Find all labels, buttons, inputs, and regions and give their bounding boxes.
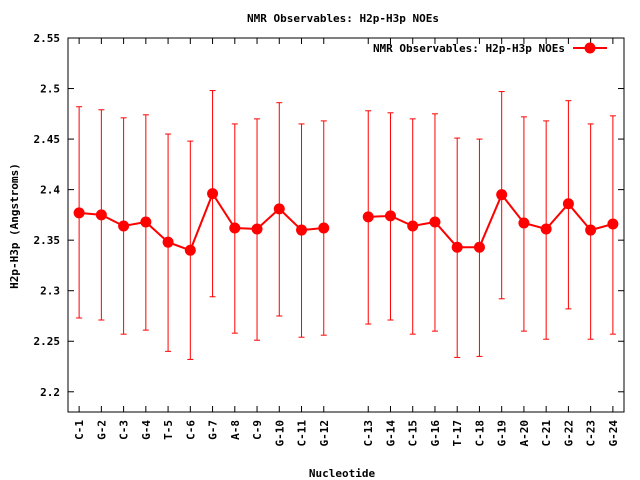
series-lines (79, 191, 614, 252)
chart-title: NMR Observables: H2p-H3p NOEs (247, 12, 439, 25)
data-point (362, 211, 374, 223)
y-tick-label: 2.55 (34, 32, 61, 45)
x-axis-label: Nucleotide (309, 467, 376, 480)
x-axis: C-1 G-2 C-3 G-4 T-5 C-6 G-7 A-8 C-9 G-10 C-11 G-12 C… (73, 38, 620, 447)
x-tick-label: G-7 (207, 420, 220, 440)
y-tick-label: 2.5 (40, 83, 60, 96)
x-tick-label: C-15 (407, 420, 420, 447)
x-tick-label: A-8 (229, 420, 242, 440)
data-point (407, 220, 419, 232)
data-point (473, 241, 485, 253)
x-tick-label: C-9 (251, 420, 264, 440)
x-tick-label: C-6 (184, 420, 197, 440)
data-point (162, 236, 174, 248)
data-point (251, 223, 263, 235)
data-point (585, 224, 597, 236)
x-tick-label: G-2 (95, 420, 108, 440)
x-tick-label: T-5 (162, 420, 175, 440)
data-point (273, 203, 285, 215)
data-point (607, 218, 619, 230)
x-tick-label: C-13 (362, 420, 375, 447)
data-point (184, 244, 196, 256)
x-tick-label: G-4 (140, 420, 153, 440)
legend-marker (584, 42, 596, 54)
x-tick-label: C-23 (585, 420, 598, 447)
data-point (73, 207, 85, 219)
y-tick-label: 2.25 (34, 335, 61, 348)
data-point (562, 198, 574, 210)
x-tick-label: C-21 (540, 420, 553, 447)
data-point (496, 189, 508, 201)
data-point (118, 220, 130, 232)
data-point (140, 216, 152, 228)
x-tick-label: G-16 (429, 420, 442, 447)
x-tick-label: G-19 (496, 420, 509, 447)
data-point (451, 241, 463, 253)
x-tick-label: C-1 (73, 420, 86, 440)
data-point (296, 224, 308, 236)
plot-border (67, 37, 625, 413)
x-tick-label: A-20 (518, 420, 531, 447)
plot-frame (67, 37, 625, 413)
data-point (384, 210, 396, 222)
y-axis: 2.2 2.25 2.3 2.35 2.4 2.45 2.5 2.55 (34, 32, 624, 399)
x-tick-label: C-11 (296, 420, 309, 447)
legend: NMR Observables: H2p-H3p NOEs (373, 42, 607, 55)
y-axis-label: H2p-H3p (Angstroms) (8, 163, 21, 289)
x-tick-label: C-18 (473, 420, 486, 447)
data-point (229, 222, 241, 234)
legend-label: NMR Observables: H2p-H3p NOEs (373, 42, 565, 55)
data-point (95, 209, 107, 221)
series-line (79, 191, 324, 252)
x-tick-label: G-22 (562, 420, 575, 447)
x-tick-label: G-12 (318, 420, 331, 447)
y-tick-label: 2.45 (34, 133, 61, 146)
y-tick-label: 2.4 (40, 184, 60, 197)
y-tick-label: 2.2 (40, 386, 60, 399)
data-point (429, 216, 441, 228)
y-tick-label: 2.3 (40, 285, 60, 298)
x-tick-label: G-14 (385, 420, 398, 447)
y-tick-label: 2.35 (34, 234, 61, 247)
x-tick-label: C-3 (118, 420, 131, 440)
series-line (368, 192, 614, 249)
data-point (540, 223, 552, 235)
x-tick-label: G-10 (273, 420, 286, 447)
x-tick-label: G-24 (607, 420, 620, 447)
data-point (518, 217, 530, 229)
data-points (73, 188, 619, 256)
x-tick-label: T-17 (451, 420, 464, 447)
data-point (207, 188, 219, 200)
data-point (318, 222, 330, 234)
